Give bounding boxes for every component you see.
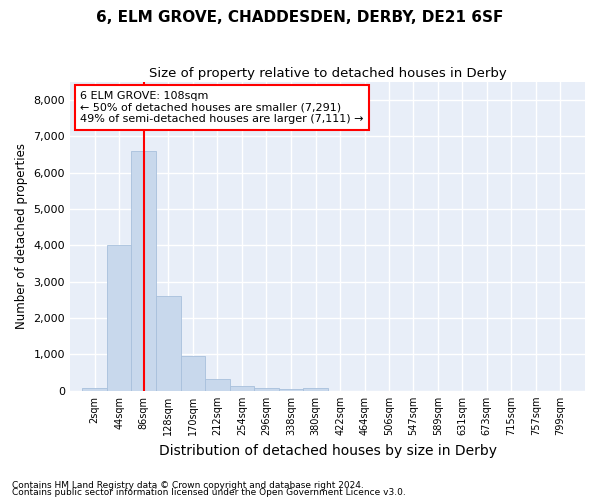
Bar	[303, 388, 328, 391]
Text: 6 ELM GROVE: 108sqm
← 50% of detached houses are smaller (7,291)
49% of semi-det: 6 ELM GROVE: 108sqm ← 50% of detached ho…	[80, 91, 364, 124]
Text: Contains public sector information licensed under the Open Government Licence v3: Contains public sector information licen…	[12, 488, 406, 497]
Bar	[181, 356, 205, 391]
Bar	[230, 386, 254, 391]
Title: Size of property relative to detached houses in Derby: Size of property relative to detached ho…	[149, 68, 506, 80]
Bar	[254, 388, 279, 391]
Bar	[205, 379, 230, 391]
Bar	[131, 151, 156, 391]
Y-axis label: Number of detached properties: Number of detached properties	[15, 143, 28, 329]
Bar	[279, 389, 303, 391]
Text: Contains HM Land Registry data © Crown copyright and database right 2024.: Contains HM Land Registry data © Crown c…	[12, 480, 364, 490]
Bar	[82, 388, 107, 391]
Bar	[156, 296, 181, 391]
X-axis label: Distribution of detached houses by size in Derby: Distribution of detached houses by size …	[158, 444, 497, 458]
Bar	[107, 246, 131, 391]
Text: 6, ELM GROVE, CHADDESDEN, DERBY, DE21 6SF: 6, ELM GROVE, CHADDESDEN, DERBY, DE21 6S…	[97, 10, 503, 25]
